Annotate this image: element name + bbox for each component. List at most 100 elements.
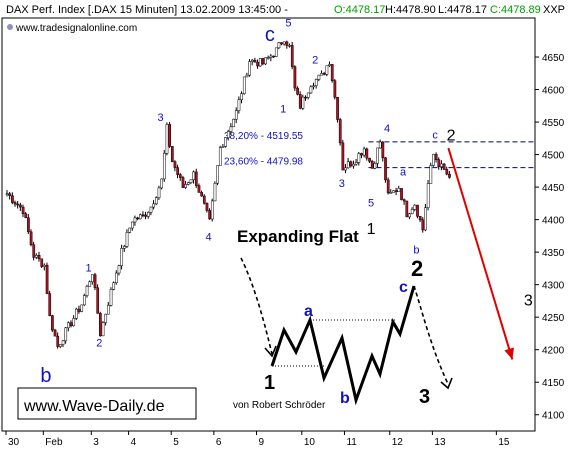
ohlc-open: O:4478.17 — [334, 4, 385, 16]
candle — [27, 214, 30, 234]
candle-body-down — [99, 313, 102, 337]
candle — [53, 328, 57, 337]
candle — [72, 315, 76, 327]
candle — [88, 280, 92, 287]
candle — [144, 211, 148, 220]
candle-body-down — [77, 308, 81, 312]
candle-body-up — [213, 182, 217, 202]
candle — [184, 180, 188, 189]
candle-body-down — [45, 264, 49, 294]
candle-body-up — [157, 187, 161, 198]
candle-body-down — [93, 274, 97, 289]
candle — [266, 55, 270, 60]
candle-body-down — [16, 203, 20, 206]
candle — [237, 96, 241, 114]
candle-body-down — [56, 335, 60, 347]
candle — [309, 85, 313, 94]
candle — [269, 53, 273, 62]
candle — [35, 253, 38, 260]
candle-body-down — [51, 315, 54, 331]
candle — [394, 187, 398, 196]
expanding-flat-inset: Expanding Flat 1 a b c 2 3 von Robert Sc… — [233, 227, 453, 411]
candle-body-up — [109, 289, 113, 306]
candle — [189, 179, 193, 185]
candle-body-down — [173, 161, 177, 168]
wave-label: 3 — [524, 292, 533, 309]
y-tick-label: 4300 — [542, 281, 565, 292]
candle-body-up — [232, 118, 235, 128]
candle-body-up — [133, 217, 137, 223]
candle-body-up — [72, 318, 76, 327]
candle — [277, 42, 281, 50]
candle — [376, 147, 379, 168]
candle — [402, 198, 406, 205]
x-tick-label: 9 — [259, 437, 265, 448]
candle-body-up — [189, 179, 193, 183]
x-tick-label: 4 — [131, 437, 137, 448]
candle — [442, 163, 446, 171]
candle-body-down — [434, 154, 438, 160]
candle — [370, 159, 374, 169]
wave-label: 4 — [205, 231, 211, 243]
candle-body-up — [224, 137, 227, 147]
candle-body-up — [125, 232, 129, 247]
wave-label: 5 — [285, 17, 291, 29]
candle — [282, 41, 286, 46]
candle-body-up — [237, 99, 241, 111]
candle-body-up — [101, 322, 105, 337]
candle-body-down — [8, 193, 12, 197]
candle — [226, 129, 230, 141]
candle-body-up — [85, 286, 89, 296]
candle-body-up — [258, 58, 262, 67]
candle-body-up — [314, 79, 318, 87]
candle — [178, 172, 182, 181]
candle-body-up — [344, 167, 347, 171]
x-tick-label: 11 — [346, 437, 357, 448]
candle — [165, 122, 169, 156]
candle-body-up — [309, 86, 313, 94]
candle-body-down — [333, 80, 337, 98]
candle-body-up — [152, 203, 156, 208]
candle-body-down — [280, 42, 283, 45]
candle-body-up — [115, 272, 118, 284]
candle — [330, 64, 334, 83]
candle-body-up — [248, 61, 251, 76]
candle-body-up — [229, 126, 233, 132]
x-tick-label: 5 — [173, 437, 179, 448]
candle-body-down — [293, 66, 297, 89]
candle — [320, 70, 323, 76]
candle-body-up — [131, 221, 134, 229]
website-line: www.tradesignalonline.com — [7, 23, 137, 34]
wave-label: 5 — [368, 198, 374, 210]
y-tick-label: 4650 — [542, 53, 565, 64]
candle-body-up — [192, 171, 196, 180]
candle-body-down — [69, 322, 73, 327]
inset-title: Expanding Flat — [237, 227, 359, 246]
candle — [285, 40, 289, 49]
candle — [280, 42, 283, 46]
candle — [360, 152, 363, 159]
candle-body-down — [290, 45, 294, 67]
candle-body-down — [141, 214, 145, 217]
candle-body-up — [320, 73, 323, 76]
wave-label: b — [413, 244, 419, 256]
candle-body-up — [389, 192, 393, 194]
candle — [40, 258, 44, 269]
candle-body-up — [312, 85, 315, 88]
candle — [80, 304, 84, 313]
forecast-arrowhead-icon — [504, 347, 514, 360]
candle — [83, 293, 86, 306]
candle-body-up — [397, 188, 401, 192]
candle — [312, 82, 315, 90]
candle — [29, 229, 33, 247]
x-tick-label: 3 — [93, 437, 99, 448]
candle — [325, 65, 329, 77]
candle — [152, 200, 156, 210]
candle — [125, 229, 129, 248]
candle-body-up — [376, 147, 379, 164]
candle — [21, 204, 25, 217]
candle-body-down — [405, 200, 409, 218]
candle-body-down — [253, 59, 257, 63]
wave-label: b — [40, 365, 51, 387]
